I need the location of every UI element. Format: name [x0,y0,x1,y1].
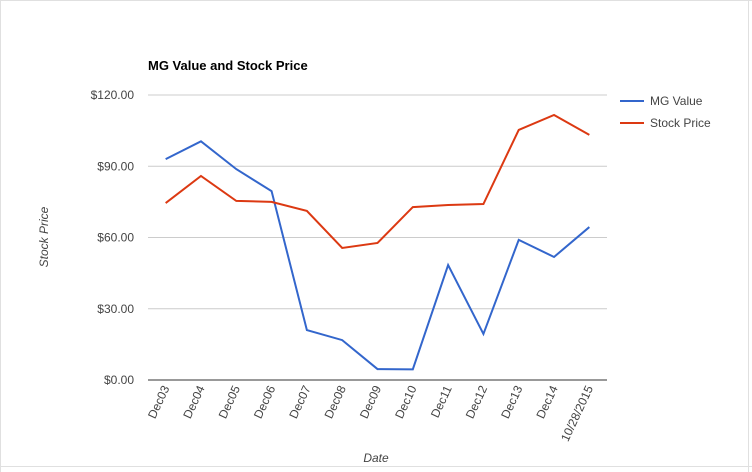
x-tick-label: Dec08 [322,383,349,421]
x-tick-label: Dec14 [533,383,560,421]
chart-title: MG Value and Stock Price [148,58,308,73]
y-tick-label: $60.00 [97,231,134,245]
y-tick-label: $30.00 [97,302,134,316]
legend-label: Stock Price [650,116,711,130]
series-line [165,113,590,250]
x-tick-label: Dec13 [498,383,525,421]
x-tick-label: Dec06 [251,383,278,421]
y-tick-label: $0.00 [104,373,134,387]
x-tick-label: Dec04 [180,383,207,421]
x-axis-label: Date [363,451,389,465]
legend-label: MG Value [650,94,703,108]
x-tick-label: Dec11 [428,383,455,420]
x-tick-label: Dec05 [216,383,243,421]
x-tick-label: Dec12 [463,383,490,421]
x-tick-label: 10/28/2015 [558,383,596,444]
x-tick-label: Dec09 [357,383,384,421]
x-tick-label: Dec07 [286,383,313,421]
x-tick-label: Dec03 [145,383,172,421]
y-tick-label: $120.00 [91,88,135,102]
x-tick-label: Dec10 [392,383,419,421]
y-axis-label: Stock Price [37,206,51,267]
y-tick-label: $90.00 [97,159,134,173]
series-line [165,140,590,371]
